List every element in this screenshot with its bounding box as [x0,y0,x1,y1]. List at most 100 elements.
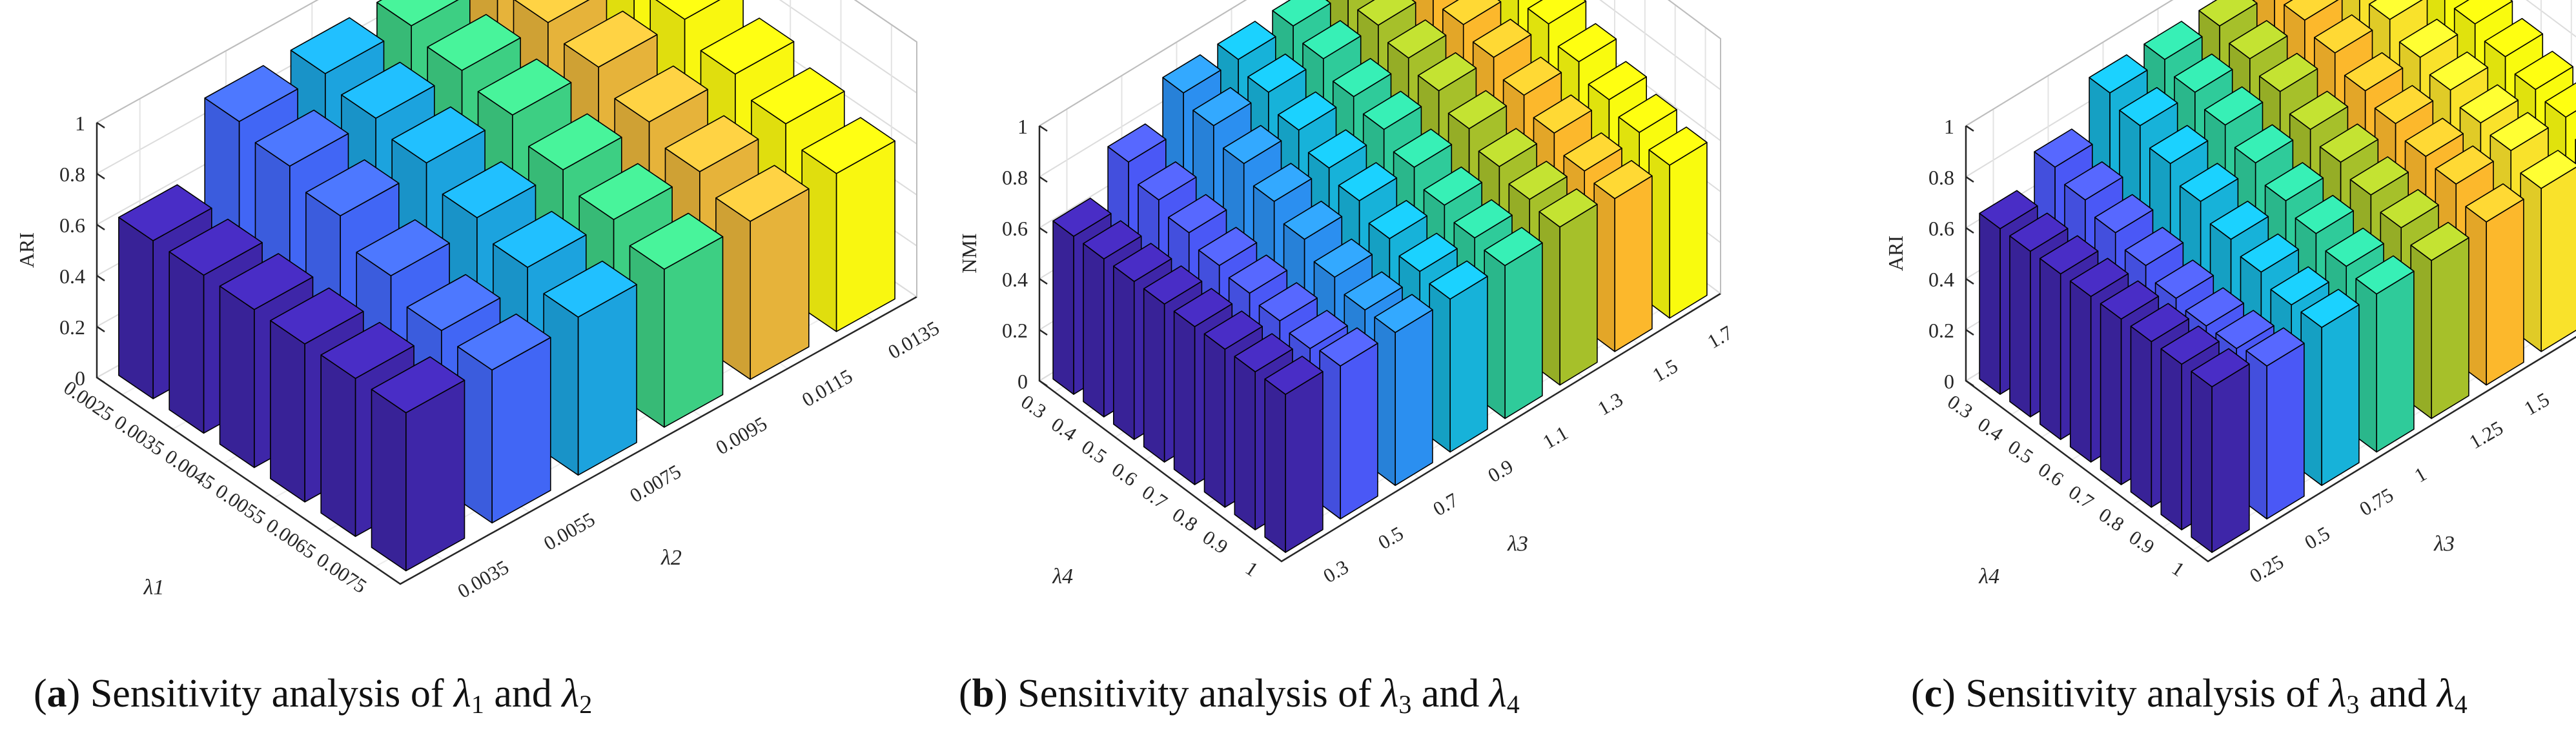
bar-face-top [204,65,298,123]
bar-face-top [1533,94,1592,134]
bar-face-top [1283,200,1343,240]
z-tick-label: 0.2 [1928,319,1954,342]
z-tick-label: 0.4 [59,265,85,288]
z-tick [1039,176,1048,183]
bar-c-r7-c2 [2300,288,2360,487]
bar-face-top [1393,128,1453,168]
bar-face-top [2284,0,2339,21]
z-axis-label: NMI [957,233,981,273]
chart-panel-c: 00.20.40.60.81ARI0.30.40.50.60.70.80.91λ… [1884,0,2576,588]
z-tick-label: 0 [75,367,85,390]
caption-c-sub1: 3 [2346,690,2360,719]
axis-lines [1038,126,1721,563]
bar-face-top [2229,20,2288,59]
z-tick [1039,125,1048,132]
bar-b-r7-c5 [1538,188,1598,386]
row-tick-label: 1 [1242,557,1262,581]
bar-face-top [1258,282,1318,322]
bar-face-top [1289,310,1348,349]
col-tick-label: 0.0135 [884,316,943,363]
box-top-edges [1039,0,1721,294]
bar-face-top [2314,14,2373,54]
bar-face-front [1449,276,1488,453]
col-axis-label: λ3 [2433,532,2455,556]
bar-face-top [2009,212,2069,252]
bar-face-top [1502,56,1562,96]
bar-face-top [1173,288,1233,328]
bar-face-top [2215,310,2274,349]
bar-face-top [270,287,364,345]
bar-face-top [1203,310,1263,350]
bar-face-top [1362,90,1422,130]
bar-face-top [2064,161,2123,201]
bar-face-top [514,0,590,23]
bar-face-top [1307,129,1367,169]
col-tick-label: 0.5 [1375,522,1407,554]
bar-face-side [1203,333,1226,508]
bar-b-r7-c4 [1484,226,1543,419]
caption-a: (a) Sensitivity analysis of λ1 and λ2 [34,672,593,719]
bar-face-top [801,117,895,174]
z-tick-label: 0.8 [1002,166,1028,189]
axis-lines [1965,126,2576,563]
caption-b-sub2: 4 [1506,690,1520,719]
bar-face-top [664,115,759,172]
bar-face-top [1319,327,1378,367]
bar-face-front [2321,304,2360,487]
bar-face-side [1979,212,2001,395]
bar-a-r5-c3 [629,212,724,428]
bar-face-top [2209,200,2269,240]
bar-face-top [341,61,435,119]
bar-face-top [371,356,465,414]
bar-face-side [1052,220,1074,395]
bar-face-side [1234,356,1256,530]
row-tick-label: 0.4 [1974,413,2007,446]
bar-face-top [118,184,212,241]
bar-face-top [2355,255,2415,295]
bar-face-top [2143,21,2203,60]
bar-face-top [2185,287,2244,327]
bar-face-side [2130,325,2152,508]
bar-face-front [1504,242,1543,419]
bar-face-top [2130,303,2189,343]
bar-face-top [1338,162,1398,201]
bar-face-top [1162,54,1222,94]
bar-face-side [1173,310,1196,485]
bar-face-top [1264,356,1324,396]
row-tick-label: 0.4 [1047,413,1081,446]
bar-face-top [2240,233,2299,273]
caption-a-text: Sensitivity analysis of [90,672,454,716]
bar-face-top [700,17,795,75]
row-tick-label: 0.6 [2034,458,2068,491]
bar-face-top [2398,18,2458,58]
z-tick-label: 0.2 [1002,319,1028,342]
bar-face-top [1387,19,1447,59]
bar-face-side [2039,257,2061,440]
bar-face-front [2211,363,2250,553]
row-tick-label: 0.8 [2095,503,2129,536]
bar-face-top [1417,52,1477,92]
row-tick-label: 0.0055 [212,479,270,529]
z-tick [1039,379,1048,387]
z-tick [1039,226,1048,234]
col-tick-label: 1.3 [1594,388,1627,420]
z-tick [96,172,105,180]
bar-face-top [2094,194,2154,234]
z-tick-label: 0 [1944,370,1954,393]
col-tick-label: 1.7 [1704,321,1737,353]
bar-face-front [405,379,465,572]
z-tick-label: 0.6 [1928,217,1954,240]
caption-b-letter: b [972,672,995,716]
z-tick [1039,328,1048,336]
bar-face-top [2295,194,2354,234]
bar-face-top [1508,161,1568,200]
row-tick-label: 0.0045 [161,445,219,494]
bar-face-top [1344,271,1403,311]
bar-face-top [1618,94,1677,133]
bar-face-top [1272,0,1331,27]
caption-b-sub1: 3 [1398,690,1412,719]
z-tick [1965,379,1974,387]
bar-face-top [1168,194,1227,234]
bar-face-side [2191,370,2213,553]
box-top-edges [96,0,917,297]
